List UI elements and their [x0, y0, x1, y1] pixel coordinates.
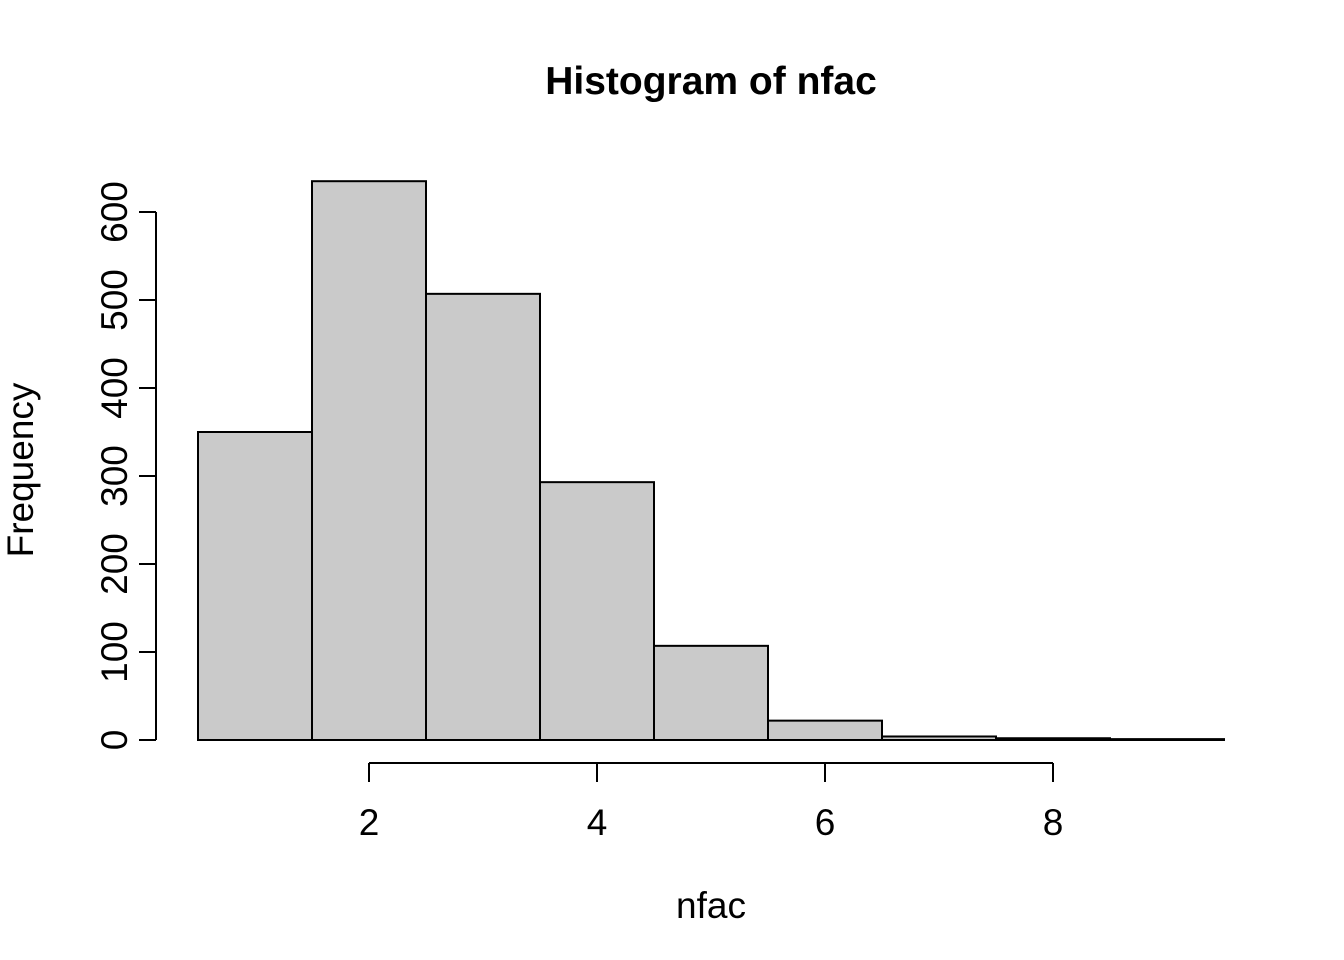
histogram-bar: [539, 481, 655, 741]
y-tick-label: 300: [94, 445, 135, 507]
bars-group: [197, 180, 1225, 742]
y-axis: 0 100 200 300 400 500 600: [94, 181, 157, 751]
histogram-bar: [995, 737, 1111, 741]
x-axis-label: nfac: [676, 885, 746, 926]
histogram-bar: [653, 644, 769, 742]
x-tick-label: 4: [587, 802, 608, 843]
y-tick-label: 0: [94, 730, 135, 751]
x-tick-label: 8: [1043, 802, 1064, 843]
histogram-bar: [425, 292, 541, 741]
x-tick-label: 2: [359, 802, 380, 843]
histogram-bar: [881, 735, 997, 741]
histogram-bar: [197, 431, 313, 741]
y-tick-label: 200: [94, 533, 135, 595]
y-tick-label: 500: [94, 269, 135, 331]
histogram-bar: [311, 180, 427, 741]
y-tick-label: 100: [94, 621, 135, 683]
x-tick-label: 6: [815, 802, 836, 843]
y-tick-label: 600: [94, 181, 135, 243]
histogram-bar: [1109, 738, 1225, 741]
histogram-bar: [767, 719, 883, 742]
y-axis-label: Frequency: [0, 382, 41, 557]
y-tick-label: 400: [94, 357, 135, 419]
x-axis: 2 4 6 8: [359, 762, 1064, 843]
chart-title: Histogram of nfac: [545, 60, 877, 103]
